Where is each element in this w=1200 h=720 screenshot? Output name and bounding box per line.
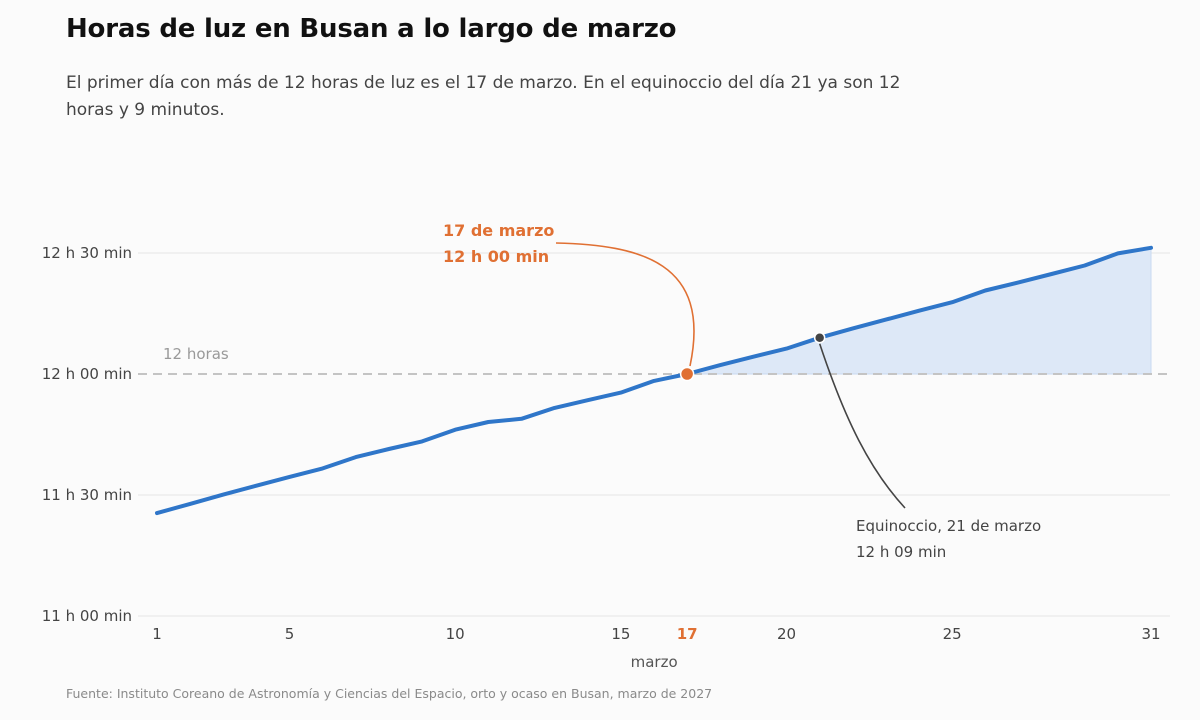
- x-tick-label-2: 10: [446, 625, 465, 643]
- source-note: Fuente: Instituto Coreano de Astronomía …: [66, 686, 713, 701]
- x-tick-label-1: 5: [285, 625, 295, 643]
- x-tick-label-6: 25: [943, 625, 962, 643]
- x-tick-label-0: 1: [152, 625, 162, 643]
- annotation-connector-equinoccio: [818, 343, 906, 509]
- x-axis-title: marzo: [631, 653, 678, 671]
- x-tick-label-4: 17: [677, 625, 698, 643]
- annotation-equinoccio-date: Equinoccio, 21 de marzo: [856, 517, 1041, 535]
- y-tick-label-3: 12 h 30 min: [42, 244, 132, 262]
- x-axis-ticks: 1 5 10 15 17 20 25 31: [152, 625, 1160, 643]
- x-tick-label-5: 20: [777, 625, 796, 643]
- reference-line-label: 12 horas: [163, 345, 229, 363]
- y-tick-label-0: 11 h 00 min: [42, 607, 132, 625]
- chart-title: Horas de luz en Busan a lo largo de marz…: [66, 14, 677, 44]
- annotation-17-marzo-value: 12 h 00 min: [443, 247, 549, 266]
- x-tick-label-7: 31: [1141, 625, 1160, 643]
- series-line: [155, 245, 1153, 516]
- annotation-equinoccio-value: 12 h 09 min: [856, 543, 946, 561]
- data-point-17-marzo: [679, 366, 695, 382]
- y-tick-label-2: 12 h 00 min: [42, 365, 132, 383]
- annotation-connector-17-marzo: [555, 242, 695, 367]
- y-tick-label-1: 11 h 30 min: [42, 486, 132, 504]
- chart-subtitle: El primer día con más de 12 horas de luz…: [66, 73, 901, 120]
- grid-lines: [138, 252, 1170, 617]
- annotation-17-marzo-date: 17 de marzo: [443, 221, 554, 240]
- x-tick-label-3: 15: [611, 625, 630, 643]
- y-axis-ticks: 11 h 00 min 11 h 30 min 12 h 00 min 12 h 30…: [42, 244, 132, 625]
- data-point-equinoccio: [813, 331, 826, 344]
